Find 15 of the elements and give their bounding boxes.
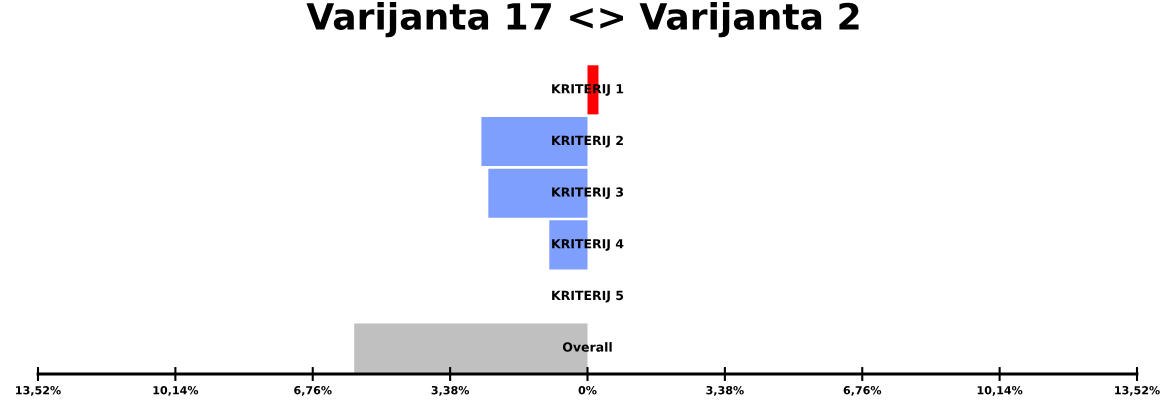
chart-title: Varijanta 17 <> Varijanta 2	[306, 2, 859, 38]
x-tick-label: 10,14%	[153, 386, 199, 396]
y-tick-label: KRITERIJ 5	[552, 290, 624, 303]
y-tick-label: Overall	[562, 342, 612, 352]
x-tick-label: 6,76%	[843, 386, 882, 396]
x-tick-label: 13,52%	[16, 386, 61, 396]
y-tick-label: KRITERIJ 3	[552, 187, 624, 200]
x-tick-label: 10,14%	[977, 386, 1023, 396]
x-tick-label: 3,38%	[706, 386, 744, 396]
y-tick-label: KRITERIJ 2	[552, 135, 623, 148]
x-tick-label: 6,76%	[294, 386, 332, 396]
x-tick-label: 0%	[578, 386, 597, 395]
y-tick-label: KRITERIJ 4	[552, 239, 624, 251]
x-tick-label: 13,52%	[1115, 386, 1160, 396]
x-tick-label: 3,38%	[431, 386, 470, 396]
